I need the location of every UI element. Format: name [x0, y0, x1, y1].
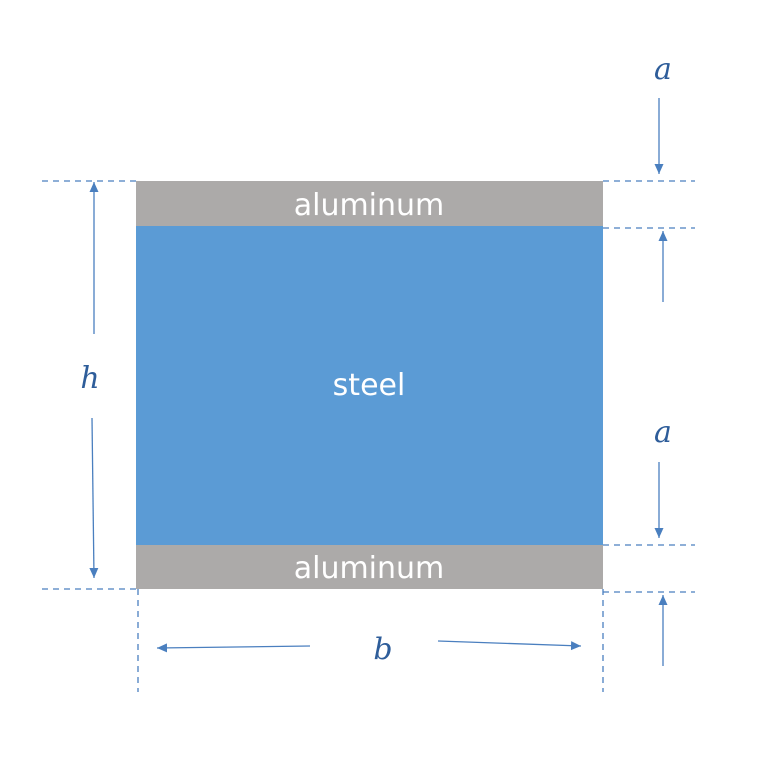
- aluminum-bottom-label: aluminum: [294, 551, 445, 586]
- width-arrow-left: [156, 643, 311, 653]
- top-thickness-label: a: [654, 52, 672, 87]
- bottom-thickness-label: a: [654, 415, 672, 450]
- height-arrow-down: [89, 417, 99, 579]
- aluminum-top-layer: [136, 181, 603, 226]
- aluminum-top-label: aluminum: [294, 188, 445, 223]
- extension-lines: [42, 180, 695, 692]
- aluminum-bottom-layer: [136, 545, 603, 589]
- height-label: h: [80, 361, 99, 396]
- steel-label: steel: [333, 368, 406, 403]
- width-arrow-right: [437, 640, 582, 651]
- steel-core: [136, 226, 603, 545]
- width-label: b: [373, 632, 392, 667]
